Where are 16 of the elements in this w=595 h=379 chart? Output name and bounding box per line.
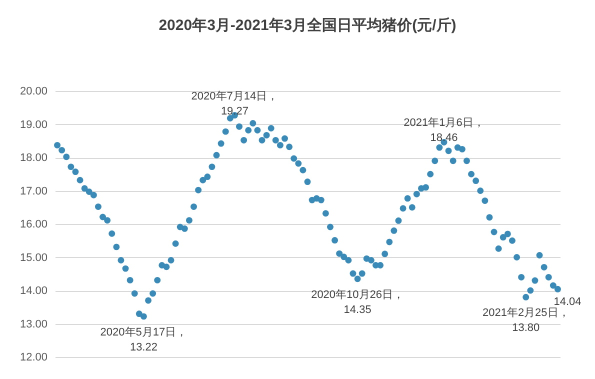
annotation: 2021年2月25日， 13.80 (482, 307, 570, 334)
y-tick-label: 16.00 (20, 218, 48, 230)
annotation: 2020年7月14日， 19.27 (191, 90, 278, 118)
y-tick-label: 12.00 (20, 352, 48, 364)
y-tick-label: 13.00 (20, 318, 48, 330)
chart-title: 2020年3月-2021年3月全国日平均猪价(元/斤) (158, 17, 456, 34)
annotation: 14.04 (554, 296, 582, 308)
y-tick-label: 19.00 (20, 118, 48, 131)
y-tick-label: 17.00 (20, 185, 48, 198)
y-tick-label: 14.00 (20, 285, 48, 297)
annotation: 2020年10月26日， 14.35 (311, 288, 404, 316)
y-tick-label: 18.00 (20, 152, 48, 164)
y-tick-label: 20.00 (20, 86, 48, 98)
y-tick-label: 15.00 (20, 252, 48, 264)
annotation: 2020年5月17日， 13.22 (100, 326, 188, 354)
annotation: 2021年1月6日， 18.46 (404, 117, 484, 144)
